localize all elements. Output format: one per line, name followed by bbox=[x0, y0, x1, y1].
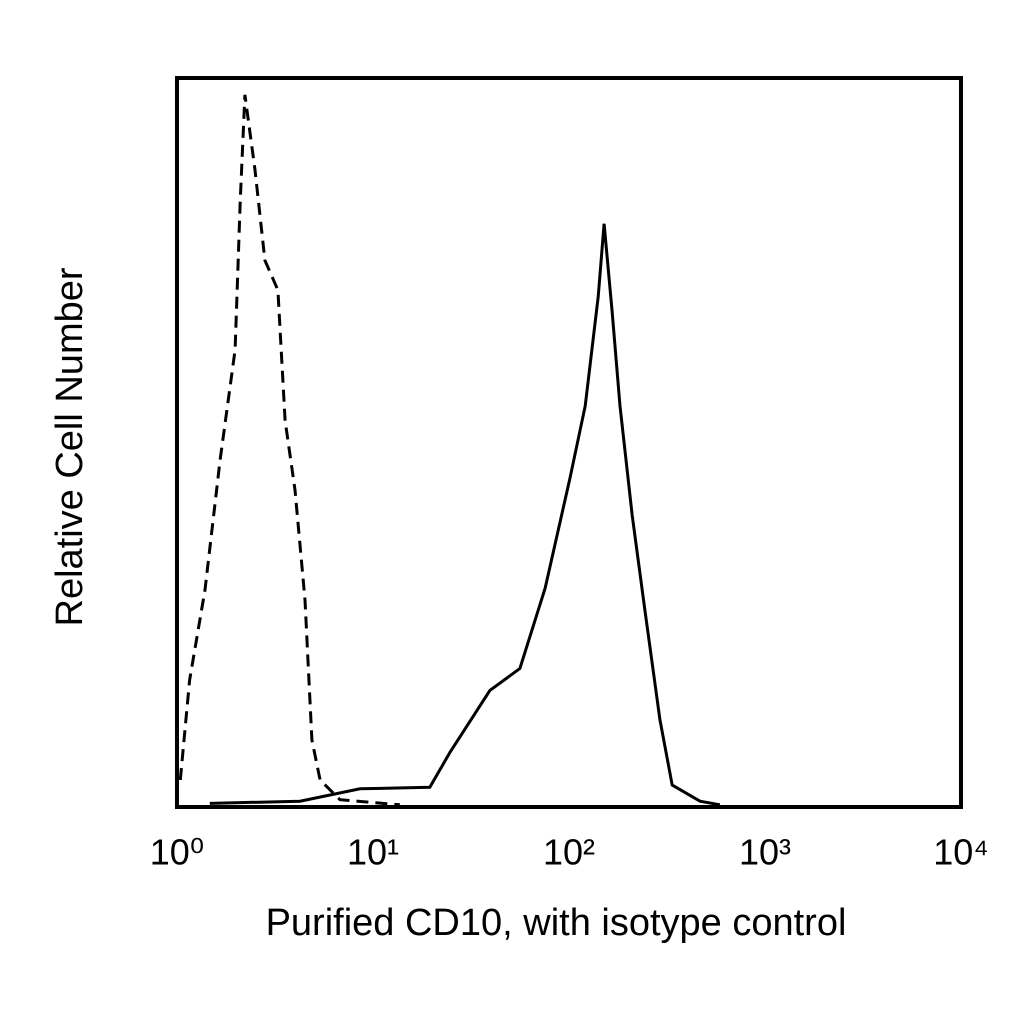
y-axis-label: Relative Cell Number bbox=[49, 267, 91, 626]
x-tick-label: 10⁴ bbox=[933, 832, 989, 873]
plot-frame bbox=[175, 76, 963, 809]
x-tick-label: 10² bbox=[543, 832, 595, 873]
x-tick-label: 10³ bbox=[739, 832, 791, 873]
histogram-line bbox=[178, 94, 400, 807]
x-tick-label: 10⁰ bbox=[150, 832, 204, 873]
histogram-line bbox=[209, 223, 721, 807]
x-tick-label: 10¹ bbox=[347, 832, 399, 873]
x-axis-label: Purified CD10, with isotype control bbox=[266, 902, 847, 944]
